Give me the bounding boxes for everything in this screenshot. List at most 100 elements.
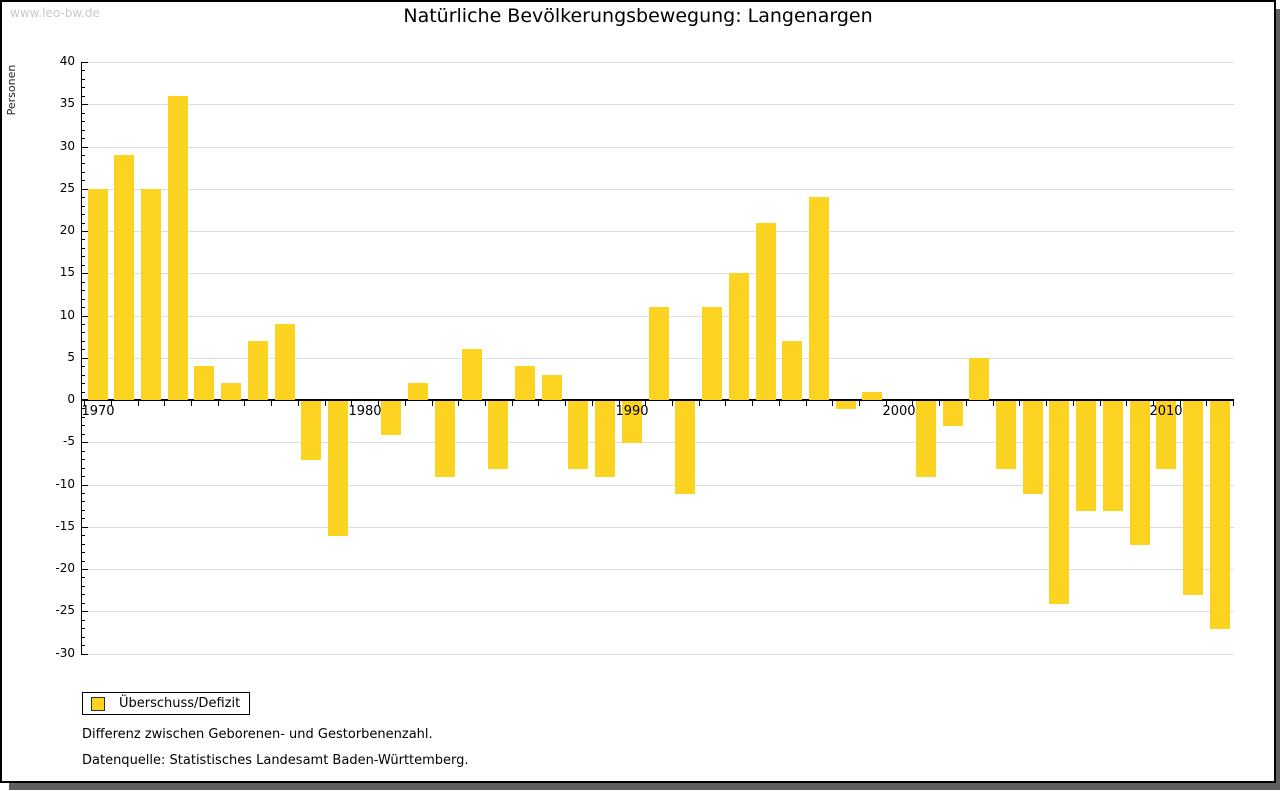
y-tick-7 [82,341,85,342]
y-tick--20 [82,569,88,570]
y-tick--3 [82,425,85,426]
y-tick-17 [82,256,85,257]
y-tick--22 [82,586,85,587]
bar-1999 [862,392,882,400]
x-tick-35 [1019,401,1020,406]
bar-2007 [1076,401,1096,511]
y-tick-label--25: -25 [55,603,75,618]
x-tick-36 [1046,401,1047,406]
x-tick-9 [325,401,326,406]
x-tick-7 [271,401,272,406]
y-tick-27 [82,172,85,173]
y-tick--21 [82,577,85,578]
x-tick-42 [1206,401,1207,406]
y-tick--4 [82,434,85,435]
x-tick-22 [672,401,673,406]
bar-2002 [943,401,963,426]
chart-title: Natürliche Bevölkerungsbewegung: Langena… [403,5,873,27]
bar-1977 [275,324,295,400]
y-tick-40 [82,62,88,63]
y-tick-12 [82,299,85,300]
footnote: Differenz zwischen Geborenen- und Gestor… [82,727,433,742]
x-tick-5 [218,401,219,406]
y-tick-4 [82,366,85,367]
y-axis-line [81,62,82,655]
y-tick-14 [82,282,85,283]
x-tick-10 [351,401,352,406]
gridline-30 [82,146,1234,148]
x-tick-34 [993,401,994,406]
bar-1974 [194,366,214,400]
y-tick-18 [82,248,85,249]
y-tick--2 [82,417,85,418]
y-tick--27 [82,628,85,629]
y-tick--28 [82,637,85,638]
y-tick-5 [82,358,88,359]
y-tick--13 [82,510,85,511]
gridline--30 [82,653,1234,655]
x-tick-3 [164,401,165,406]
x-tick-14 [458,401,459,406]
data-source: Datenquelle: Statistisches Landesamt Bad… [82,753,469,768]
y-tick-22 [82,214,85,215]
y-tick-21 [82,223,85,224]
x-tick-6 [244,401,245,406]
x-tick-15 [485,401,486,406]
bar-1973 [168,96,188,400]
x-tick-38 [1100,401,1101,406]
y-tick-6 [82,349,85,350]
y-tick-label--30: -30 [55,645,75,660]
x-tick-41 [1180,401,1181,406]
y-tick-9 [82,324,85,325]
y-tick--15 [82,527,88,528]
y-tick-16 [82,265,85,266]
y-tick-30 [82,147,88,148]
y-tick-25 [82,189,88,190]
y-tick-label-35: 35 [59,96,75,111]
bar-1978 [301,401,321,460]
x-tick-0 [84,401,85,406]
bar-2001 [916,401,936,477]
x-tick-8 [298,401,299,406]
bar-1991 [649,307,669,400]
bar-2004 [996,401,1016,469]
bar-1979 [328,401,348,536]
y-tick--16 [82,535,85,536]
bar-1995 [756,223,776,400]
y-tick-10 [82,316,88,317]
x-tick-19 [592,401,593,406]
bar-2008 [1103,401,1123,511]
x-axis-line [82,399,1234,401]
bar-1994 [729,273,749,400]
gridline--15 [82,526,1234,528]
x-tick-label-2000: 2000 [882,404,916,419]
bar-1987 [542,375,562,400]
y-tick--9 [82,476,85,477]
y-tick--1 [82,408,85,409]
gridline--20 [82,569,1234,570]
y-tick--12 [82,501,85,502]
y-tick-label-0: 0 [67,392,75,406]
x-tick-20 [619,401,620,406]
bar-2011 [1183,401,1203,595]
y-tick-38 [82,79,85,80]
gridline-20 [82,231,1234,232]
bar-1988 [568,401,588,469]
y-tick--11 [82,493,85,494]
bar-1971 [114,155,134,400]
bar-1993 [702,307,722,400]
y-tick--6 [82,451,85,452]
x-tick-29 [859,401,860,406]
x-tick-1 [111,401,112,406]
y-tick--5 [82,442,88,443]
bar-1989 [595,401,615,477]
gridline-25 [82,188,1234,190]
y-tick--25 [82,611,88,612]
x-tick-4 [191,401,192,406]
y-tick-33 [82,121,85,122]
x-tick-25 [752,401,753,406]
watermark: www.leo-bw.de [10,6,100,20]
y-tick--19 [82,561,85,562]
